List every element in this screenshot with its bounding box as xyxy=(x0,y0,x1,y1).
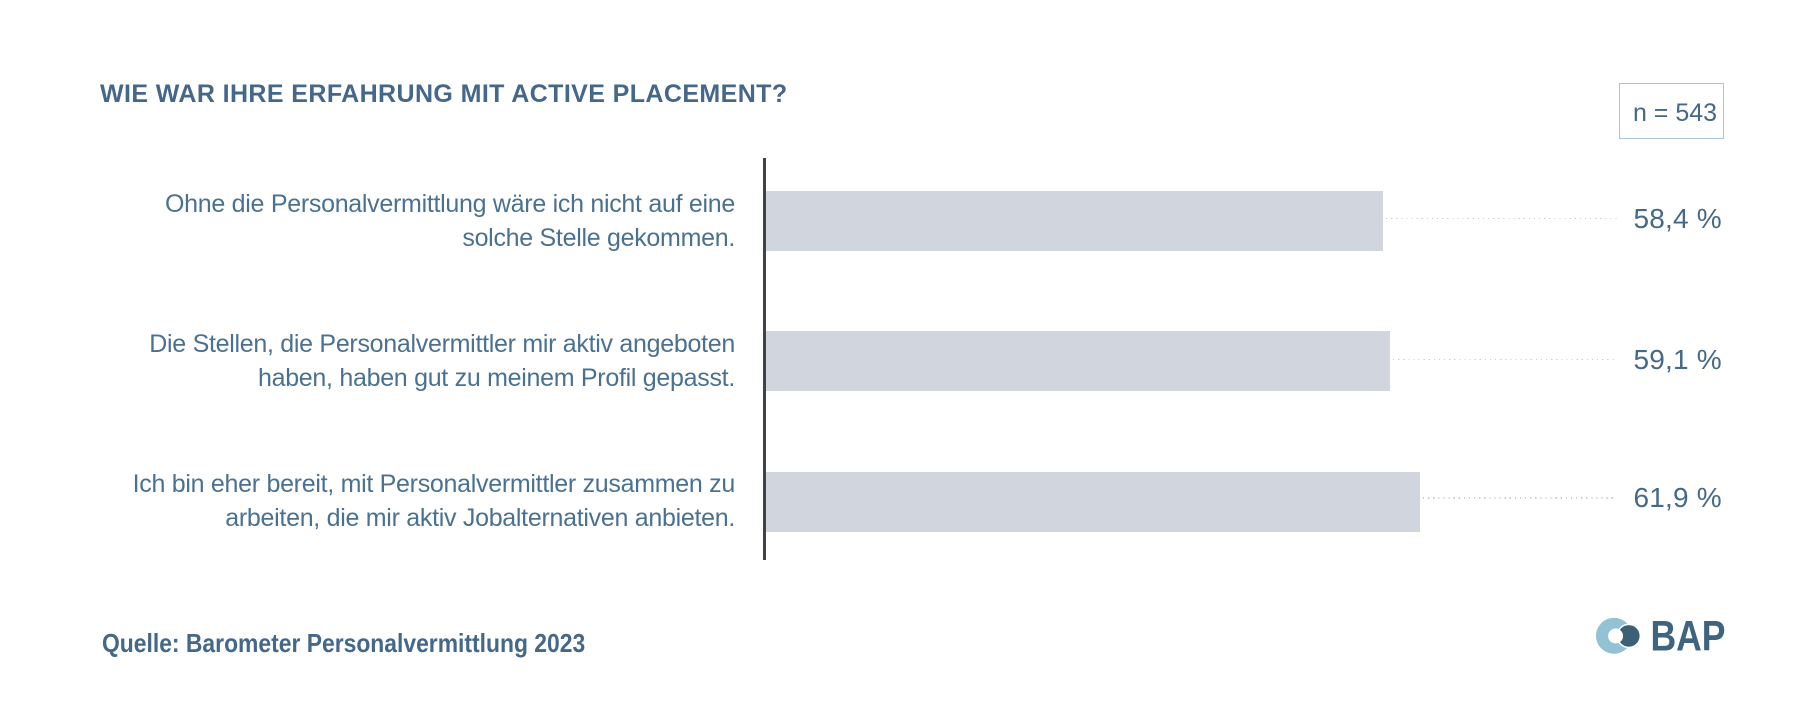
svg-text:BAP: BAP xyxy=(1651,613,1726,660)
